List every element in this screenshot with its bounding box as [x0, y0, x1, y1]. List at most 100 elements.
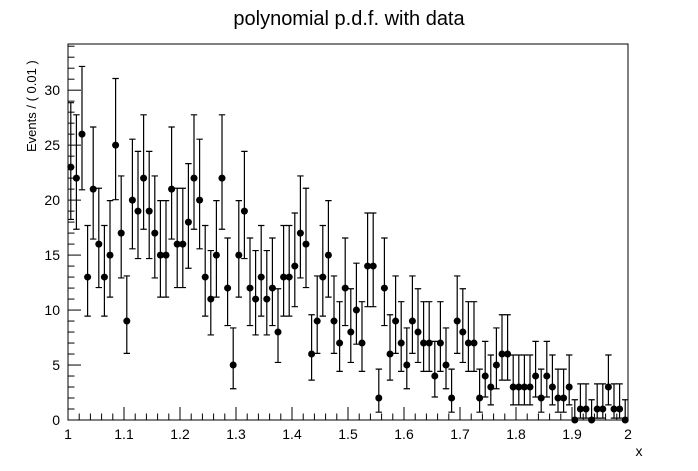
x-tick-label: 1	[64, 426, 72, 442]
data-point	[84, 273, 92, 281]
error-bar	[538, 368, 545, 413]
error-bar	[426, 301, 433, 372]
y-tick-label: 25	[44, 137, 60, 153]
error-bar	[386, 314, 394, 381]
data-point	[347, 328, 355, 336]
error-bar	[487, 354, 494, 406]
data-point	[341, 284, 349, 292]
data-point	[380, 284, 388, 292]
data-point	[498, 350, 506, 358]
data-point	[526, 383, 534, 391]
data-point	[532, 372, 540, 380]
data-point	[369, 262, 377, 270]
error-bar	[476, 368, 483, 413]
data-point	[117, 229, 125, 237]
error-bar	[241, 150, 248, 260]
data-point	[252, 295, 260, 303]
data-point	[313, 317, 321, 325]
error-bar	[336, 301, 343, 372]
error-bar	[330, 275, 338, 354]
data-point	[106, 251, 114, 259]
error-bar	[101, 224, 108, 317]
error-bar	[67, 102, 74, 221]
error-bar	[498, 314, 506, 381]
data-point	[565, 383, 573, 391]
y-tick-label: 5	[52, 357, 60, 373]
error-bar	[403, 327, 410, 390]
x-tick-label: 1.9	[562, 426, 582, 442]
data-point	[386, 350, 394, 358]
data-point	[274, 328, 282, 336]
error-bar	[482, 340, 489, 398]
error-bar	[314, 275, 321, 354]
data-point	[414, 328, 422, 336]
data-point	[280, 273, 288, 281]
data-point	[218, 174, 226, 182]
error-bar	[549, 354, 556, 406]
error-bar	[459, 288, 466, 364]
data-point	[95, 240, 103, 248]
error-bar	[218, 114, 226, 230]
x-tick-label: 2	[624, 426, 632, 442]
data-point	[140, 174, 148, 182]
data-point	[548, 383, 556, 391]
error-bar	[78, 65, 86, 191]
x-tick-label: 1.6	[394, 426, 414, 442]
data-point	[296, 229, 304, 237]
error-bar	[515, 354, 522, 406]
data-point	[319, 273, 327, 281]
data-point	[196, 196, 204, 204]
data-point	[554, 394, 562, 402]
data-point	[330, 317, 338, 325]
error-bar	[106, 200, 114, 298]
error-bar	[190, 114, 198, 230]
data-point	[291, 262, 299, 270]
error-bar	[420, 301, 427, 372]
data-point	[207, 295, 215, 303]
error-bar	[269, 237, 276, 327]
data-point	[224, 284, 232, 292]
chart-title: polynomial p.d.f. with data	[233, 8, 465, 30]
error-bar	[230, 327, 237, 390]
error-bar	[381, 237, 388, 327]
error-bar	[353, 262, 360, 345]
error-bar	[510, 354, 517, 406]
error-bar	[442, 327, 450, 390]
data-point	[593, 405, 601, 413]
data-point	[576, 405, 584, 413]
data-point	[392, 317, 400, 325]
data-point	[184, 218, 192, 226]
data-point	[487, 383, 495, 391]
error-bar	[286, 224, 293, 317]
data-point	[621, 416, 629, 424]
error-bar	[526, 354, 534, 406]
error-bar	[554, 368, 562, 413]
error-bar	[358, 301, 366, 372]
error-bar	[470, 301, 478, 372]
error-bar	[90, 126, 97, 240]
error-bar	[610, 383, 618, 419]
error-bar	[151, 175, 158, 279]
data-point	[588, 416, 596, 424]
error-bar	[207, 249, 214, 336]
error-bar	[560, 368, 567, 413]
error-bar	[364, 212, 371, 308]
data-point	[509, 383, 517, 391]
data-point	[151, 229, 159, 237]
x-axis-title: x	[636, 443, 643, 459]
error-bar	[465, 301, 472, 372]
data-point	[358, 339, 366, 347]
error-bar	[73, 114, 80, 230]
data-point	[610, 405, 618, 413]
data-point	[229, 361, 237, 369]
error-bar	[291, 212, 298, 308]
error-bar	[398, 301, 405, 372]
data-point	[179, 240, 187, 248]
error-bar	[168, 126, 175, 240]
data-point	[263, 295, 271, 303]
y-tick-label: 20	[44, 192, 60, 208]
data-point	[302, 240, 310, 248]
error-bar	[347, 288, 354, 364]
